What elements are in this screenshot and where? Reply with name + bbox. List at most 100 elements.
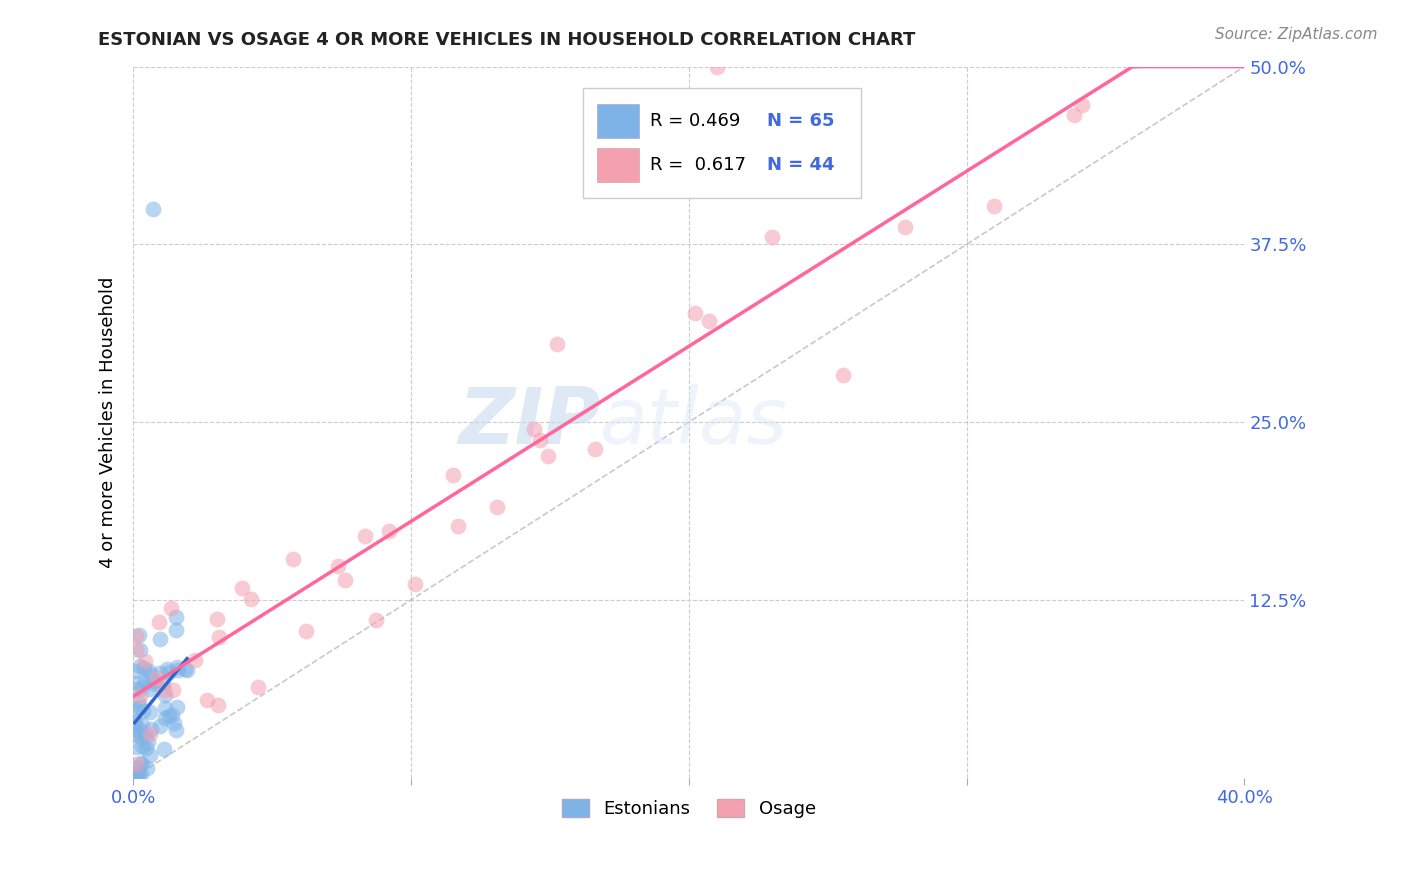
Point [124, 717, 146, 731]
Point [295, 624, 318, 638]
Point [141, 722, 163, 736]
Point [153, 688, 176, 702]
Point [207, 698, 229, 712]
Point [546, 337, 568, 351]
Point [143, 676, 166, 690]
Point [129, 756, 152, 770]
Point [685, 306, 707, 320]
Point [529, 433, 551, 447]
Point [129, 757, 152, 772]
Point [125, 769, 148, 783]
Text: R =  0.617: R = 0.617 [650, 156, 747, 175]
Point [125, 641, 148, 656]
Point [132, 704, 155, 718]
Point [125, 757, 148, 772]
Point [761, 230, 783, 244]
Point [139, 705, 162, 719]
Point [174, 662, 197, 676]
Point [124, 714, 146, 729]
Text: R = 0.469: R = 0.469 [650, 112, 741, 129]
Point [447, 519, 470, 533]
Point [124, 769, 146, 783]
Point [378, 524, 401, 539]
Point [129, 689, 152, 703]
Point [983, 198, 1005, 212]
Text: N = 65: N = 65 [766, 112, 834, 129]
Point [166, 699, 188, 714]
Point [127, 681, 149, 696]
Point [247, 680, 270, 694]
Point [128, 766, 150, 780]
Point [153, 701, 176, 715]
Point [486, 500, 509, 515]
Point [157, 709, 180, 723]
Point [231, 581, 253, 595]
Point [831, 368, 853, 382]
Point [129, 767, 152, 781]
Point [136, 761, 159, 775]
Point [125, 727, 148, 741]
Point [127, 694, 149, 708]
Point [152, 675, 174, 690]
Point [127, 760, 149, 774]
Point [139, 727, 162, 741]
Text: N = 44: N = 44 [766, 156, 834, 175]
Bar [596, 148, 638, 183]
Point [135, 740, 157, 755]
Point [125, 665, 148, 679]
Point [167, 663, 190, 677]
Point [195, 693, 218, 707]
Point [240, 592, 263, 607]
Point [165, 624, 187, 638]
Point [128, 628, 150, 642]
Legend: Estonians, Osage: Estonians, Osage [554, 791, 824, 825]
Point [157, 665, 180, 680]
Point [163, 715, 186, 730]
Point [894, 219, 917, 234]
Point [129, 643, 152, 657]
Text: ESTONIAN VS OSAGE 4 OR MORE VEHICLES IN HOUSEHOLD CORRELATION CHART: ESTONIAN VS OSAGE 4 OR MORE VEHICLES IN … [98, 31, 915, 49]
Point [166, 660, 188, 674]
Point [583, 442, 606, 456]
Y-axis label: 4 or more Vehicles in Household: 4 or more Vehicles in Household [100, 277, 117, 568]
Point [129, 659, 152, 673]
Point [129, 699, 152, 714]
Point [124, 702, 146, 716]
Point [441, 468, 464, 483]
Point [149, 632, 172, 646]
Point [135, 728, 157, 742]
Point [142, 202, 165, 216]
Point [364, 614, 387, 628]
Point [165, 610, 187, 624]
Point [136, 735, 159, 749]
Point [153, 741, 176, 756]
Point [176, 663, 198, 677]
Point [1071, 98, 1094, 112]
Point [138, 748, 160, 763]
Point [153, 711, 176, 725]
Text: atlas: atlas [600, 384, 787, 460]
Point [134, 654, 156, 668]
Point [131, 739, 153, 753]
Point [125, 629, 148, 643]
Point [159, 600, 181, 615]
Point [142, 674, 165, 689]
Point [149, 719, 172, 733]
Point [128, 725, 150, 739]
Text: ZIP: ZIP [458, 384, 600, 460]
Point [145, 672, 167, 686]
Point [153, 683, 176, 698]
Point [1063, 108, 1085, 122]
Point [326, 559, 349, 574]
Point [148, 615, 170, 630]
Point [131, 718, 153, 732]
Point [404, 577, 426, 591]
Point [132, 661, 155, 675]
Point [131, 680, 153, 694]
Point [138, 682, 160, 697]
Point [333, 573, 356, 587]
Point [162, 683, 184, 698]
Point [522, 422, 544, 436]
Point [354, 529, 377, 543]
FancyBboxPatch shape [583, 88, 860, 198]
